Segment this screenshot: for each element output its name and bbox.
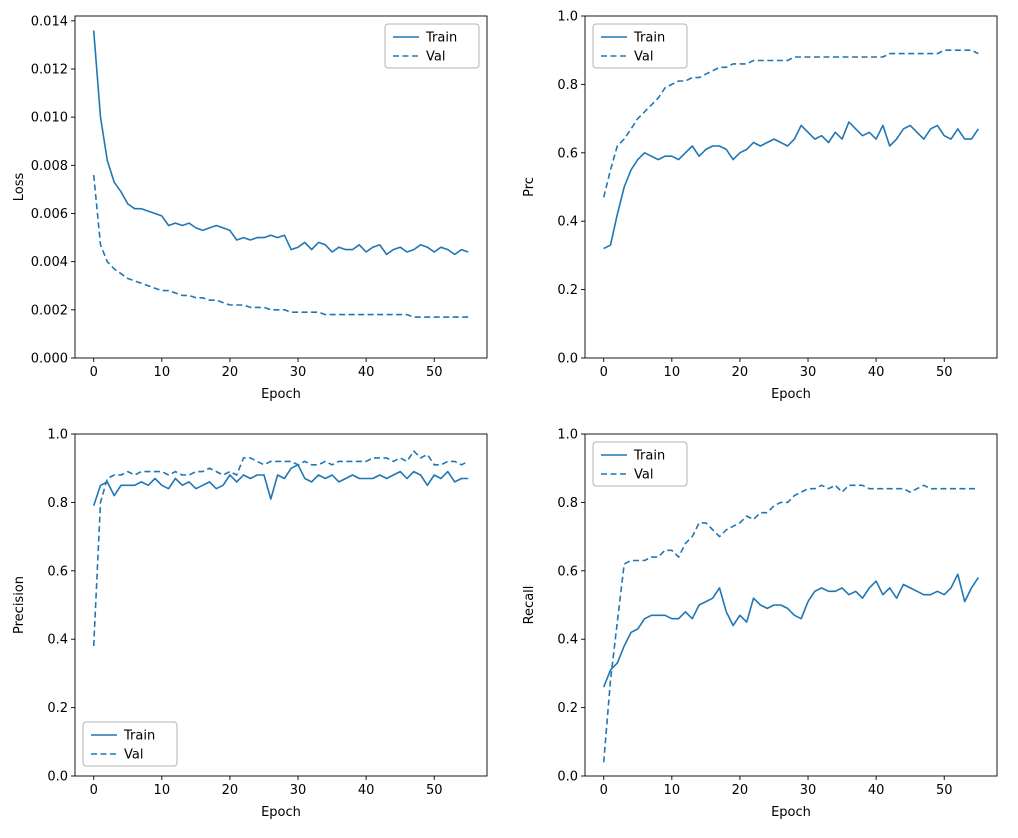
y-tick-label: 0.006 <box>31 207 68 222</box>
x-tick-label: 40 <box>868 365 885 380</box>
precision-chart: 0 10 20 30 40 50 0.0 0.2 0.4 0.6 0.8 1.0 Epoch Precis… <box>12 428 488 820</box>
y-axis-label: Prc <box>522 177 537 197</box>
y-tick-label: 0.0 <box>557 352 578 367</box>
x-axis-label: Epoch <box>771 805 811 820</box>
x-tick-label: 40 <box>358 365 375 380</box>
x-tick-label: 0 <box>90 365 98 380</box>
train-line <box>92 30 469 256</box>
x-tick-label: 0 <box>600 783 608 798</box>
x-tick-label: 50 <box>936 365 953 380</box>
y-tick-label: 0.0 <box>47 770 68 785</box>
x-tick-label: 30 <box>800 365 817 380</box>
x-tick-label: 10 <box>154 365 171 380</box>
val-line <box>602 49 979 198</box>
y-tick-label: 0.8 <box>557 78 578 93</box>
val-line <box>602 484 979 763</box>
y-tick-label: 0.0 <box>557 770 578 785</box>
y-tick-label: 0.4 <box>557 633 578 648</box>
axes-frame <box>584 15 998 359</box>
train-line <box>602 573 979 688</box>
axes-frame <box>584 433 998 777</box>
subplot-prc: 0 10 20 30 40 50 0.0 0.2 0.4 0.6 0.8 1.0 Epoch Prc Tra… <box>521 8 1007 406</box>
legend-label-val: Val <box>426 50 445 65</box>
legend-box <box>82 721 178 767</box>
y-tick-label: 1.0 <box>557 10 578 25</box>
x-axis-label: Epoch <box>261 387 301 402</box>
y-tick-label: 0.4 <box>47 633 68 648</box>
x-tick-label: 10 <box>664 365 681 380</box>
legend-label-val: Val <box>124 748 143 763</box>
x-tick-label: 50 <box>426 365 443 380</box>
y-tick-label: 0.8 <box>47 496 68 511</box>
recall-chart: 0 10 20 30 40 50 0.0 0.2 0.4 0.6 0.8 1.0 Epoch Recall… <box>522 428 998 820</box>
x-axis-label: Epoch <box>261 805 301 820</box>
y-tick-label: 0.6 <box>47 564 68 579</box>
y-tick-label: 0.012 <box>31 62 68 77</box>
y-tick-label: 0.000 <box>31 352 68 367</box>
y-tick-label: 0.002 <box>31 303 68 318</box>
val-line <box>92 174 469 318</box>
x-tick-label: 0 <box>90 783 98 798</box>
x-tick-label: 20 <box>222 783 239 798</box>
legend-label-train: Train <box>633 31 665 46</box>
legend-box <box>384 23 480 69</box>
x-tick-label: 20 <box>732 783 749 798</box>
axes-frame <box>74 433 488 777</box>
y-axis-label: Loss <box>12 173 27 202</box>
axes-frame <box>74 15 488 359</box>
x-tick-label: 0 <box>600 365 608 380</box>
subplot-precision: 0 10 20 30 40 50 0.0 0.2 0.4 0.6 0.8 1.0 Epoch Precis… <box>11 426 497 824</box>
x-tick-label: 50 <box>426 783 443 798</box>
x-tick-label: 30 <box>290 365 307 380</box>
train-line <box>603 121 979 250</box>
legend-label-val: Val <box>634 50 653 65</box>
y-tick-label: 0.014 <box>31 14 68 29</box>
y-tick-label: 0.008 <box>31 159 68 174</box>
x-tick-label: 30 <box>290 783 307 798</box>
y-tick-label: 0.6 <box>557 564 578 579</box>
y-tick-label: 1.0 <box>47 428 68 443</box>
train-line <box>92 463 469 507</box>
x-tick-label: 20 <box>732 365 749 380</box>
x-tick-label: 40 <box>358 783 375 798</box>
y-tick-label: 0.2 <box>557 283 578 298</box>
legend-label-train: Train <box>633 449 665 464</box>
x-tick-label: 40 <box>868 783 885 798</box>
y-tick-label: 0.004 <box>31 255 68 270</box>
legend-label-train: Train <box>425 31 457 46</box>
loss-chart: 0 10 20 30 40 50 0.000 0.002 0.004 0.006 0.008 0.01… <box>12 14 488 402</box>
x-tick-label: 20 <box>222 365 239 380</box>
y-tick-label: 0.2 <box>557 701 578 716</box>
y-tick-label: 0.8 <box>557 496 578 511</box>
y-axis-label: Recall <box>522 586 537 625</box>
y-tick-label: 0.010 <box>31 111 68 126</box>
legend-label-val: Val <box>634 468 653 483</box>
x-tick-label: 10 <box>154 783 171 798</box>
subplot-loss: 0 10 20 30 40 50 0.000 0.002 0.004 0.006 0.008 0.01… <box>11 8 497 406</box>
legend-label-train: Train <box>123 729 155 744</box>
val-line <box>92 450 469 647</box>
y-tick-label: 0.4 <box>557 215 578 230</box>
y-tick-label: 0.6 <box>557 146 578 161</box>
x-axis-label: Epoch <box>771 387 811 402</box>
subplot-recall: 0 10 20 30 40 50 0.0 0.2 0.4 0.6 0.8 1.0 Epoch Recall… <box>521 426 1007 824</box>
x-tick-label: 30 <box>800 783 817 798</box>
legend-box <box>592 441 688 487</box>
legend-box <box>592 23 688 69</box>
prc-chart: 0 10 20 30 40 50 0.0 0.2 0.4 0.6 0.8 1.0 Epoch Prc Tra… <box>522 10 998 402</box>
y-axis-label: Precision <box>12 576 27 634</box>
x-tick-label: 10 <box>664 783 681 798</box>
y-tick-label: 1.0 <box>557 428 578 443</box>
x-tick-label: 50 <box>936 783 953 798</box>
y-tick-label: 0.2 <box>47 701 68 716</box>
